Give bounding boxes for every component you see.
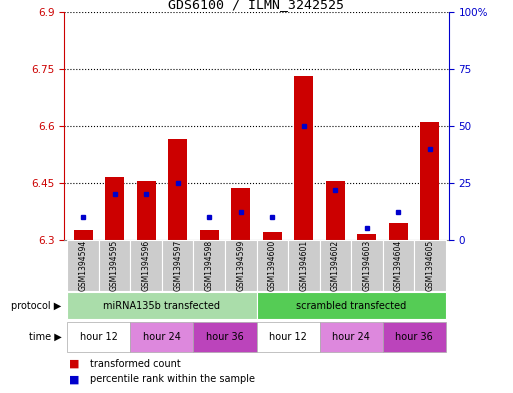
Bar (256, 292, 446, 319)
Text: GSM1394598: GSM1394598 (205, 240, 214, 291)
Text: transformed count: transformed count (90, 358, 181, 369)
Bar (351, 240, 383, 291)
Bar (162, 240, 193, 291)
Bar (389, 223, 408, 240)
Bar (231, 189, 250, 240)
Bar (225, 240, 256, 291)
Bar (383, 322, 446, 352)
Text: GSM1394600: GSM1394600 (268, 240, 277, 291)
Bar (383, 240, 414, 291)
Text: hour 24: hour 24 (332, 332, 370, 342)
Text: miRNA135b transfected: miRNA135b transfected (104, 301, 221, 310)
Bar (320, 322, 383, 352)
Bar (105, 177, 124, 240)
Bar (67, 240, 99, 291)
Bar (67, 292, 256, 319)
Bar (358, 234, 377, 240)
Bar (200, 230, 219, 240)
Text: time ▶: time ▶ (29, 332, 62, 342)
Text: hour 12: hour 12 (269, 332, 307, 342)
Bar (326, 181, 345, 240)
Bar (99, 240, 130, 291)
Text: hour 36: hour 36 (396, 332, 433, 342)
Bar (263, 232, 282, 240)
Bar (294, 76, 313, 240)
Text: GSM1394604: GSM1394604 (394, 240, 403, 291)
Bar (288, 240, 320, 291)
Bar (320, 240, 351, 291)
Text: GSM1394602: GSM1394602 (331, 240, 340, 291)
Text: GSM1394595: GSM1394595 (110, 240, 119, 291)
Text: percentile rank within the sample: percentile rank within the sample (90, 374, 255, 384)
Bar (130, 322, 193, 352)
Text: GSM1394601: GSM1394601 (299, 240, 308, 291)
Text: GSM1394605: GSM1394605 (425, 240, 435, 291)
Bar (421, 122, 440, 240)
Bar (168, 139, 187, 240)
Text: GSM1394599: GSM1394599 (236, 240, 245, 291)
Bar (193, 240, 225, 291)
Text: hour 12: hour 12 (80, 332, 118, 342)
Title: GDS6100 / ILMN_3242525: GDS6100 / ILMN_3242525 (168, 0, 345, 11)
Text: ■: ■ (69, 358, 80, 369)
Bar (130, 240, 162, 291)
Bar (73, 230, 92, 240)
Text: GSM1394597: GSM1394597 (173, 240, 182, 291)
Bar (414, 240, 446, 291)
Bar (193, 322, 256, 352)
Text: ■: ■ (69, 374, 80, 384)
Text: hour 36: hour 36 (206, 332, 244, 342)
Text: scrambled transfected: scrambled transfected (296, 301, 406, 310)
Text: GSM1394596: GSM1394596 (142, 240, 151, 291)
Bar (256, 322, 320, 352)
Text: protocol ▶: protocol ▶ (11, 301, 62, 310)
Bar (136, 181, 155, 240)
Bar (67, 322, 130, 352)
Text: GSM1394594: GSM1394594 (78, 240, 88, 291)
Bar (256, 240, 288, 291)
Text: GSM1394603: GSM1394603 (362, 240, 371, 291)
Text: hour 24: hour 24 (143, 332, 181, 342)
